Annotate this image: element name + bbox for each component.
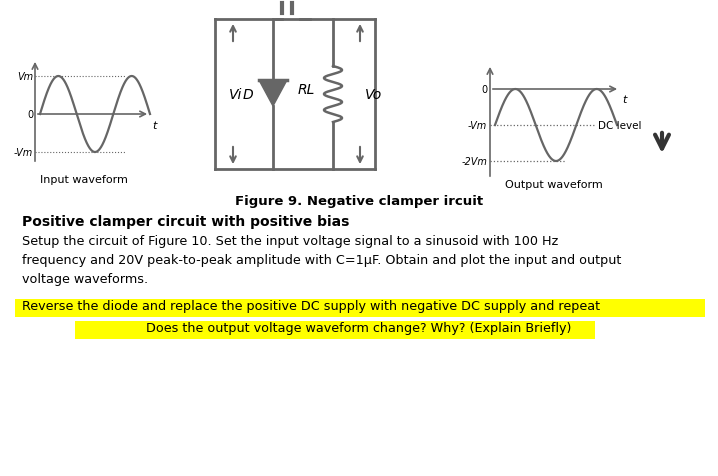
Text: 0: 0	[481, 85, 487, 95]
Text: RL: RL	[298, 83, 315, 97]
Text: -Vm: -Vm	[14, 148, 33, 158]
Text: t: t	[622, 95, 626, 105]
Text: Figure 9. Negative clamper ircuit: Figure 9. Negative clamper ircuit	[235, 195, 483, 208]
Text: Reverse the diode and replace the positive DC supply with negative DC supply and: Reverse the diode and replace the positi…	[22, 299, 600, 312]
Text: -Vm: -Vm	[467, 121, 487, 131]
Text: D: D	[243, 88, 253, 102]
Text: 0: 0	[27, 110, 33, 120]
FancyBboxPatch shape	[15, 299, 705, 317]
Text: Input waveform: Input waveform	[40, 175, 128, 185]
Text: t: t	[152, 121, 157, 131]
Text: Positive clamper circuit with positive bias: Positive clamper circuit with positive b…	[22, 215, 350, 228]
Text: voltage waveforms.: voltage waveforms.	[22, 272, 148, 286]
Text: -2Vm: -2Vm	[461, 157, 487, 167]
FancyBboxPatch shape	[75, 321, 595, 339]
Polygon shape	[259, 81, 287, 107]
Text: DC level: DC level	[598, 121, 641, 131]
Text: frequency and 20V peak-to-peak amplitude with C=1μF. Obtain and plot the input a: frequency and 20V peak-to-peak amplitude…	[22, 253, 621, 267]
Text: Output waveform: Output waveform	[505, 179, 602, 189]
Text: Setup the circuit of Figure 10. Set the input voltage signal to a sinusoid with : Setup the circuit of Figure 10. Set the …	[22, 235, 559, 248]
Text: Does the output voltage waveform change? Why? (Explain Briefly): Does the output voltage waveform change?…	[146, 321, 572, 334]
Text: Vm: Vm	[17, 72, 33, 82]
Text: Vo: Vo	[365, 88, 382, 102]
Text: Vi: Vi	[229, 88, 243, 102]
